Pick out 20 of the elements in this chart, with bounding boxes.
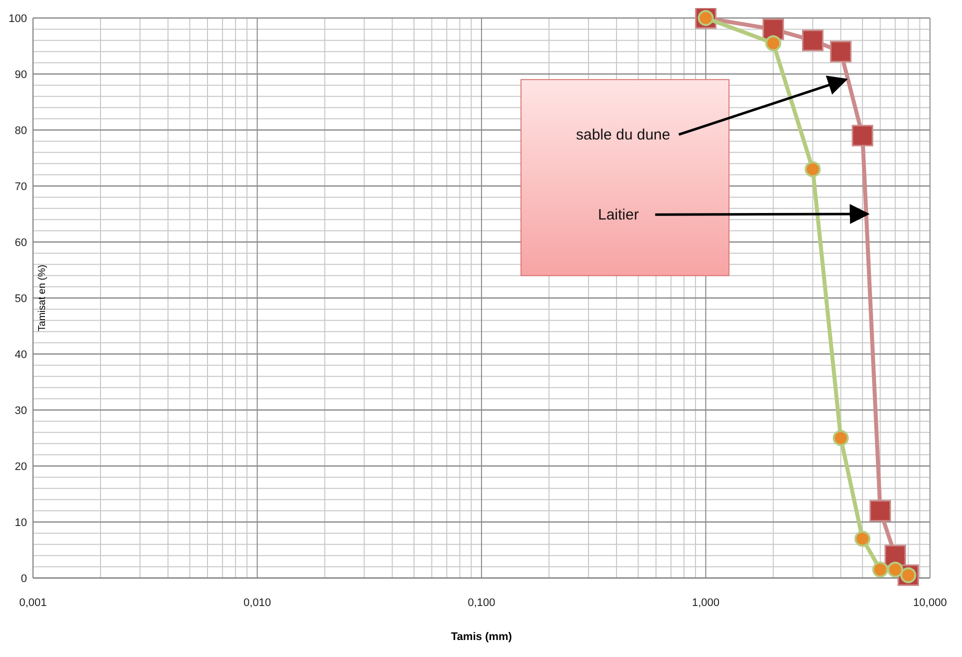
y-tick-label: 80 [14,125,27,137]
y-tick-label: 10 [14,517,27,529]
y-tick-label: 100 [8,13,27,25]
annotation: sable du dune [576,126,670,144]
y-axis-title: Tamisat en (%) [37,264,48,332]
x-tick-label: 0,010 [243,597,272,609]
y-tick-label: 60 [14,237,27,249]
y-tick-label: 40 [14,349,27,361]
y-tick-label: 20 [14,461,27,473]
x-tick-label: 0,001 [19,597,47,609]
y-tick-label: 70 [14,181,27,193]
x-tick-label: 1,000 [692,597,720,609]
x-axis-title: Tamis (mm) [451,631,512,643]
annotation: Laitier [598,206,639,224]
x-tick-label: 0,100 [468,597,496,609]
x-tick-label: 10,000 [913,597,947,609]
y-tick-label: 50 [14,293,27,305]
y-tick-label: 90 [14,69,27,81]
y-tick-label: 0 [20,573,27,585]
y-tick-label: 30 [14,405,27,417]
